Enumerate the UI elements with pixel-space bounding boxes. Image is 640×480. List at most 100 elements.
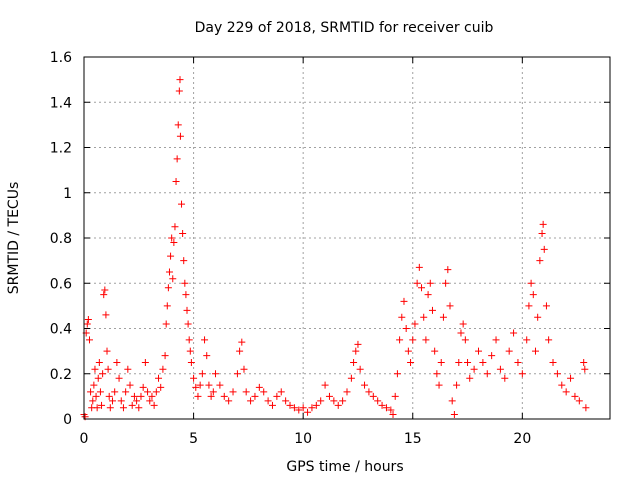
data-point [119,404,127,412]
data-point [549,358,557,366]
data-point [374,397,382,405]
data-point [350,358,358,366]
data-point [216,381,224,389]
data-point [393,370,401,378]
data-point [163,302,171,310]
data-point [126,381,134,389]
data-point [103,347,111,355]
data-point [255,383,263,391]
data-point [308,404,316,412]
data-point [420,313,428,321]
data-point [446,302,454,310]
data-point [581,365,589,373]
data-point [113,358,121,366]
data-point [453,381,461,389]
data-point [180,257,188,265]
data-point [422,336,430,344]
data-point [538,229,546,237]
data-point [450,410,458,418]
data-point [277,388,285,396]
data-point [175,87,183,95]
y-tick-label: 1.6 [50,50,72,66]
y-tick-label: 1.4 [50,95,72,111]
data-point [85,336,93,344]
y-tick-label: 0.2 [50,367,72,383]
data-point [567,374,575,382]
data-point [194,392,202,400]
data-point [179,229,187,237]
data-point [89,397,97,405]
data-point [182,291,190,299]
data-point [150,401,158,409]
data-point [98,401,106,409]
data-point [396,336,404,344]
y-tick-label: 0.4 [50,322,72,338]
data-point [361,381,369,389]
data-point [505,347,513,355]
data-point [169,275,177,283]
data-point [104,365,112,373]
data-point [501,374,509,382]
data-point [268,401,276,409]
data-point [176,132,184,140]
data-point [455,358,463,366]
data-point [84,315,92,323]
axis-ticks: 0 5 10 15 20 0 0.2 0.4 0.6 0.8 1 1.2 1.4 1.6 [50,50,610,447]
data-point [461,336,469,344]
data-point [99,370,107,378]
data-point [108,397,116,405]
data-point [534,313,542,321]
data-point [525,302,533,310]
data-point [435,381,443,389]
y-tick-label: 0.8 [50,231,72,247]
data-point [190,374,198,382]
data-point [207,392,215,400]
data-point [304,408,312,416]
data-point [523,336,531,344]
data-point [91,365,99,373]
data-point [133,397,141,405]
data-point [475,347,482,355]
data-point [111,388,119,396]
data-point [205,381,213,389]
data-point [312,401,320,409]
data-point [369,392,377,400]
data-point [411,320,419,328]
y-tick-label: 1 [63,186,72,202]
data-point [240,365,248,373]
data-point [356,365,364,373]
data-series [80,76,590,421]
data-point [391,392,399,400]
data-point [117,397,125,405]
data-point [264,397,272,405]
data-point [415,263,423,271]
data-point [93,404,101,412]
data-point [242,388,250,396]
data-point [173,155,181,163]
data-point [137,392,145,400]
data-point [236,347,244,355]
data-point [542,302,550,310]
y-tick-label: 1.2 [50,141,72,157]
data-point [389,410,397,418]
data-point [540,245,548,253]
data-point [161,352,169,360]
data-point [407,358,415,366]
data-point [146,397,154,405]
data-point [483,370,491,378]
data-point [139,383,147,391]
data-point [201,336,209,344]
x-tick-label: 10 [294,431,312,447]
data-point [135,404,143,412]
data-point [444,266,452,274]
data-point [571,392,579,400]
data-point [203,352,211,360]
data-point [185,336,193,344]
data-point [527,279,535,287]
data-point [162,320,170,328]
data-point [260,388,268,396]
data-point [83,320,91,328]
data-point [124,365,132,373]
data-point [164,284,172,292]
data-point [510,329,518,337]
